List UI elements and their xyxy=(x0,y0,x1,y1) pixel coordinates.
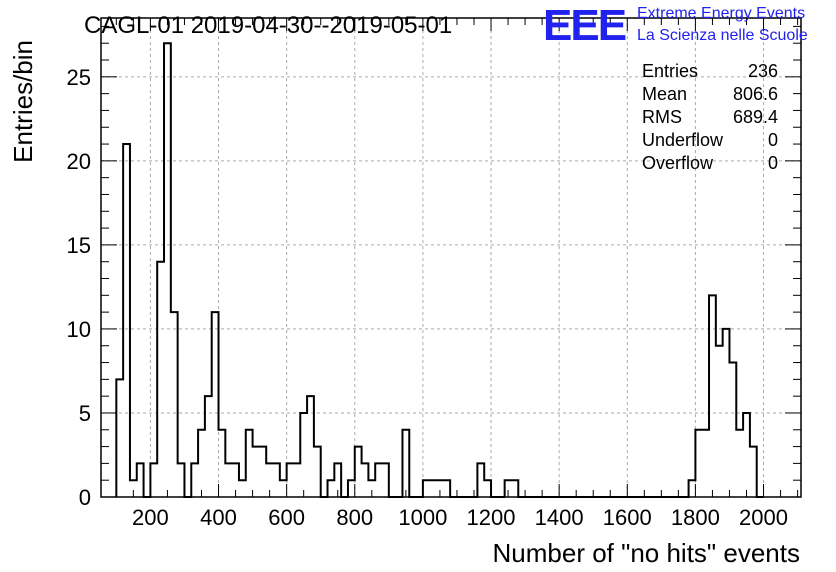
histogram-bar xyxy=(477,463,484,497)
x-tick-label: 1600 xyxy=(603,505,652,530)
stats-value: 689.4 xyxy=(733,107,778,127)
logo-line-1: Extreme Energy Events xyxy=(637,5,805,22)
histogram-bar xyxy=(328,480,335,497)
x-tick-label: 600 xyxy=(268,505,305,530)
y-axis-ticks: 0 5 10 15 20 25 xyxy=(67,25,801,510)
stats-value: 806.6 xyxy=(733,84,778,104)
axes xyxy=(100,17,802,498)
histogram-bar xyxy=(123,144,130,497)
histogram-bar xyxy=(157,262,164,497)
x-axis-label: Number of "no hits" events xyxy=(493,538,801,568)
histogram-bar xyxy=(750,447,757,497)
histogram-bar xyxy=(702,430,709,497)
x-tick-label: 1400 xyxy=(535,505,584,530)
histogram-bar xyxy=(253,447,260,497)
histogram-bar xyxy=(743,413,750,497)
stats-label: Overflow xyxy=(642,153,714,173)
histogram-bar xyxy=(191,463,198,497)
y-tick-label: 25 xyxy=(67,65,91,90)
logo-line-2: La Scienza nelle Scuole xyxy=(637,27,808,44)
stats-value: 0 xyxy=(768,153,778,173)
stats-box: Entries 236 Mean 806.6 RMS 689.4 Underflow 0 Ove… xyxy=(642,61,778,173)
histogram-bar xyxy=(205,396,212,497)
y-tick-label: 10 xyxy=(67,317,91,342)
stats-label: RMS xyxy=(642,107,682,127)
histogram-bar xyxy=(287,463,294,497)
histogram-bar xyxy=(280,480,287,497)
y-tick-label: 5 xyxy=(79,401,91,426)
y-tick-label: 15 xyxy=(67,233,91,258)
histogram-bar xyxy=(178,463,185,497)
x-tick-label: 200 xyxy=(132,505,169,530)
x-tick-label: 2000 xyxy=(739,505,788,530)
histogram-bar xyxy=(362,463,369,497)
histogram-bar xyxy=(484,480,491,497)
x-tick-label: 1800 xyxy=(671,505,720,530)
histogram-bar xyxy=(293,463,300,497)
histogram-bar xyxy=(219,430,226,497)
histogram-bar xyxy=(273,463,280,497)
x-axis-ticks: 200 400 600 800 1000 1200 1400 1600 1800 2000 xyxy=(115,18,799,530)
histogram-bar xyxy=(164,43,171,497)
histogram-bar xyxy=(382,463,389,497)
histogram-bar xyxy=(300,413,307,497)
histogram-bar xyxy=(212,312,219,497)
x-tick-label: 400 xyxy=(200,505,237,530)
stats-label: Underflow xyxy=(642,130,724,150)
histogram-bar xyxy=(198,430,205,497)
stats-value: 236 xyxy=(748,61,778,81)
histogram-bar xyxy=(511,480,518,497)
eee-logo: EEE Extreme Energy Events La Scienza nel… xyxy=(543,1,808,50)
histogram-bar xyxy=(430,480,437,497)
histogram-bar xyxy=(314,447,321,497)
histogram-bar xyxy=(150,463,157,497)
logo-mark: EEE xyxy=(543,1,626,50)
histogram-bar xyxy=(716,346,723,497)
histogram-bar xyxy=(171,312,178,497)
histogram-bar xyxy=(137,463,144,497)
plot-frame xyxy=(100,17,802,498)
histogram-bar xyxy=(723,329,730,497)
x-tick-label: 1200 xyxy=(467,505,516,530)
stats-label: Mean xyxy=(642,84,687,104)
histogram-bar xyxy=(402,430,409,497)
histogram-bar xyxy=(225,463,232,497)
histogram-bar xyxy=(116,379,123,497)
y-axis-label: Entries/bin xyxy=(8,40,38,163)
histogram-bar xyxy=(689,480,696,497)
y-tick-label: 20 xyxy=(67,149,91,174)
histogram-bar xyxy=(246,430,253,497)
histogram-bar xyxy=(729,363,736,497)
histogram-bar xyxy=(375,463,382,497)
histogram-bar xyxy=(443,480,450,497)
histogram-bar xyxy=(307,396,314,497)
histogram-bar xyxy=(695,430,702,497)
histogram-bar xyxy=(348,480,355,497)
histogram-bar xyxy=(423,480,430,497)
histogram-bar xyxy=(259,447,266,497)
histogram-bar xyxy=(239,480,246,497)
stats-value: 0 xyxy=(768,130,778,150)
x-tick-label: 1000 xyxy=(398,505,447,530)
y-tick-label: 0 xyxy=(79,485,91,510)
x-tick-label: 800 xyxy=(336,505,373,530)
histogram-bar xyxy=(355,447,362,497)
stats-label: Entries xyxy=(642,61,698,81)
histogram-bar xyxy=(736,430,743,497)
histogram-bar xyxy=(709,295,716,497)
chart-title: CAGL-01 2019-04-30--2019-05-01 xyxy=(84,12,452,39)
